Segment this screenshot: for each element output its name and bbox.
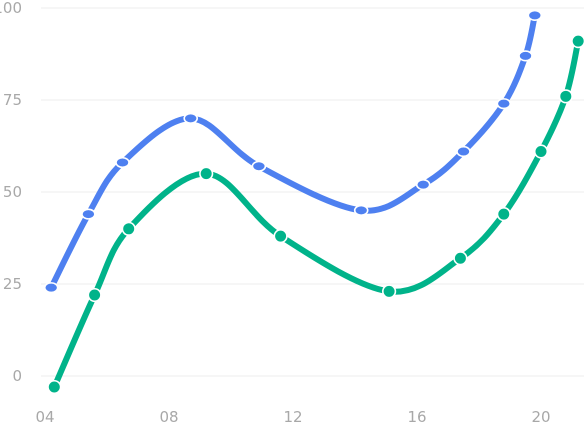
x-tick-label: 12 xyxy=(283,408,302,426)
series-2 xyxy=(47,34,586,395)
series-2-point xyxy=(453,251,468,266)
series-1-point xyxy=(456,145,471,158)
series-1-point xyxy=(527,9,543,21)
series-2-point xyxy=(87,287,102,303)
series-2-point xyxy=(558,89,573,104)
x-tick-label: 08 xyxy=(159,408,178,426)
series-1-point xyxy=(183,112,198,124)
series-2-point xyxy=(533,144,549,159)
series-1-point xyxy=(81,208,96,220)
series-1 xyxy=(43,9,543,294)
series-1-point xyxy=(415,179,431,191)
series-1-point xyxy=(353,204,369,216)
series-group xyxy=(43,9,586,395)
series-1-point xyxy=(518,50,533,62)
series-2-point xyxy=(571,34,586,49)
x-axis-tick-labels: 04 08 12 16 20 xyxy=(35,408,550,426)
series-2-point xyxy=(273,229,288,244)
series-2-point xyxy=(496,206,511,222)
series-1-point xyxy=(251,160,267,172)
series-1-point xyxy=(115,156,130,169)
series-2-point xyxy=(47,379,62,395)
x-tick-label: 20 xyxy=(531,408,550,426)
y-tick-label: 0 xyxy=(12,367,22,385)
series-1-point xyxy=(496,98,512,110)
x-tick-label: 16 xyxy=(407,408,426,426)
series-1-point xyxy=(43,282,59,294)
series-2-point xyxy=(382,284,397,299)
y-tick-label: 100 xyxy=(0,0,22,17)
series-2-point xyxy=(121,221,136,236)
x-tick-label: 04 xyxy=(35,408,54,426)
y-tick-label: 50 xyxy=(3,183,22,201)
series-2-point xyxy=(199,166,214,181)
y-tick-label: 25 xyxy=(3,275,22,293)
y-tick-label: 75 xyxy=(3,91,22,109)
y-axis-tick-labels: 0 25 50 75 100 xyxy=(0,0,22,385)
